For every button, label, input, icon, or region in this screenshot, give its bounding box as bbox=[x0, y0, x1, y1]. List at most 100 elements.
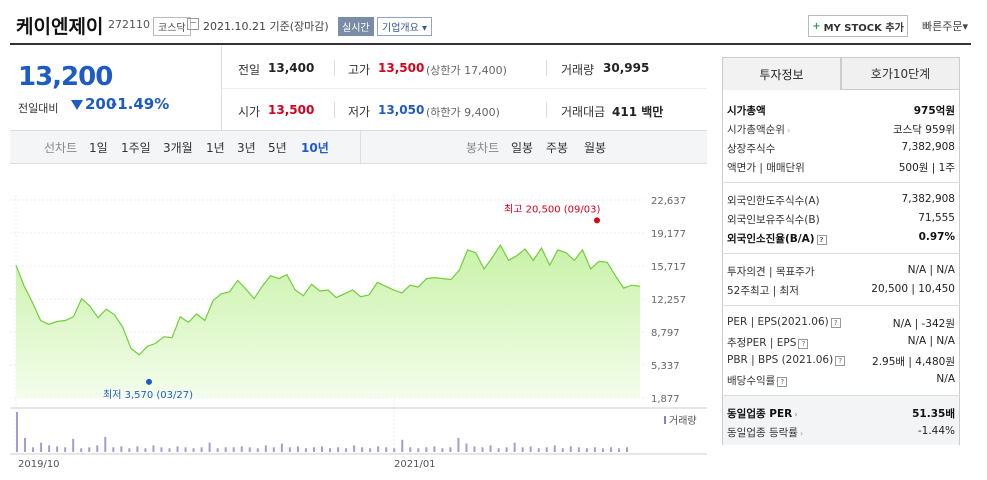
volume-bar bbox=[601, 448, 604, 452]
volume-bar bbox=[24, 437, 27, 452]
volume-bar bbox=[585, 448, 588, 452]
volume-bar bbox=[56, 446, 59, 452]
volume-bar bbox=[264, 445, 267, 452]
x-tick-label: 2019/10 bbox=[18, 459, 60, 470]
volume-bar bbox=[184, 447, 187, 452]
dividend-row: 배당수익률? N/A bbox=[727, 373, 955, 387]
divider bbox=[722, 395, 960, 396]
tab-monthly-candle[interactable]: 월봉 bbox=[584, 141, 607, 155]
price-change-percent: -1.49% bbox=[111, 95, 170, 113]
volume-bar bbox=[176, 446, 179, 452]
volume-bar bbox=[136, 446, 139, 452]
tab-invest-info[interactable]: 투자정보 bbox=[722, 57, 841, 90]
volume-bar bbox=[353, 445, 356, 452]
foreign-ratio-row: 외국인소진율(B/A)? 0.97% bbox=[727, 231, 955, 245]
volume-bar bbox=[16, 412, 18, 452]
date-basis: 2021.10.21 기준(장마감) bbox=[203, 20, 329, 33]
volume-bar bbox=[152, 445, 155, 452]
volume-bar bbox=[321, 446, 323, 452]
volume-bar bbox=[425, 447, 428, 452]
down-triangle-icon bbox=[71, 100, 83, 110]
price-line bbox=[15, 244, 641, 356]
my-stock-add-button[interactable]: + MY STOCK 추가 bbox=[808, 15, 908, 37]
market-cap-rank-row[interactable]: 시가총액순위 › 코스닥 959위 bbox=[727, 124, 955, 136]
help-icon[interactable]: ? bbox=[835, 356, 846, 366]
volume-bar bbox=[505, 447, 508, 452]
diff-label: 전일대비 bbox=[18, 102, 59, 115]
high-marker bbox=[594, 217, 600, 224]
volume-bar bbox=[128, 448, 131, 452]
row-divider bbox=[222, 88, 707, 89]
volume-bar bbox=[80, 448, 83, 452]
volume-legend: 거래량 bbox=[669, 415, 697, 427]
52week-row: 52주최고 | 최저 20,500 | 10,450 bbox=[727, 283, 955, 297]
volume-bar bbox=[48, 445, 51, 452]
shares-row: 상장주식수 7,382,908 bbox=[727, 141, 955, 155]
tab-weekly-candle[interactable]: 주봉 bbox=[546, 141, 569, 155]
quick-order-dropdown[interactable]: 빠른주문▾ bbox=[922, 20, 969, 33]
volume-bar bbox=[457, 437, 460, 452]
lower-limit: (하한가 9,400) bbox=[426, 106, 500, 119]
stock-code: 272110 bbox=[108, 18, 150, 31]
volume-bar bbox=[545, 447, 548, 452]
low-label: 저가 bbox=[348, 105, 371, 119]
tab-3month[interactable]: 3개월 bbox=[163, 141, 193, 155]
sector-per-row[interactable]: 동일업종 PER › 51.35배 bbox=[727, 408, 955, 420]
tab-1week[interactable]: 1주일 bbox=[121, 141, 151, 155]
volume-bar bbox=[521, 447, 524, 452]
tab-3year[interactable]: 3년 bbox=[237, 141, 256, 155]
volume-bar bbox=[216, 448, 219, 452]
tab-order-book[interactable]: 호가10단계 bbox=[841, 57, 960, 90]
volume-label: 거래량 bbox=[561, 63, 595, 77]
header-divider bbox=[10, 43, 971, 45]
market-badge: 코스닥 bbox=[153, 17, 191, 36]
help-icon[interactable]: ? bbox=[830, 318, 841, 328]
line-chart-label: 선차트 bbox=[44, 141, 78, 155]
volume-bar bbox=[513, 442, 516, 452]
volume-bar bbox=[593, 447, 596, 452]
help-icon[interactable]: ? bbox=[816, 235, 827, 245]
realtime-button[interactable]: 실시간 bbox=[338, 17, 374, 36]
volume-bar bbox=[481, 447, 484, 452]
volume-bar bbox=[64, 447, 67, 452]
sector-change-row[interactable]: 동일업종 등락률 › -1.44% bbox=[727, 425, 955, 439]
low-marker bbox=[146, 378, 152, 385]
volume-bar bbox=[537, 448, 540, 452]
help-icon[interactable]: ? bbox=[798, 339, 809, 349]
tab-10year[interactable]: 10년 bbox=[301, 141, 329, 155]
tab-1day[interactable]: 1일 bbox=[89, 141, 108, 155]
volume-bar bbox=[72, 438, 75, 452]
volume-bar bbox=[192, 448, 195, 452]
calendar-icon bbox=[187, 18, 199, 30]
divider bbox=[546, 60, 547, 76]
high-label: 고가 bbox=[348, 63, 371, 77]
chevron-right-icon: › bbox=[794, 410, 798, 419]
low-annotation: 최저 3,570 (03/27) bbox=[103, 389, 193, 401]
volume-bar bbox=[232, 447, 235, 452]
tab-1year[interactable]: 1년 bbox=[206, 141, 225, 155]
volume-bar bbox=[288, 447, 291, 452]
volume-bar bbox=[112, 447, 115, 452]
volume-bar bbox=[200, 447, 203, 452]
candle-chart-label: 봉차트 bbox=[466, 141, 500, 155]
open-label: 시가 bbox=[238, 105, 261, 119]
volume-bar bbox=[32, 447, 35, 452]
upper-limit: (상한가 17,400) bbox=[426, 64, 507, 77]
opinion-row: 투자의견 | 목표주가 N/A | N/A bbox=[727, 264, 955, 278]
help-icon[interactable]: ? bbox=[777, 377, 788, 387]
tab-5year[interactable]: 5년 bbox=[268, 141, 287, 155]
volume-bar bbox=[489, 445, 492, 452]
open-value: 13,500 bbox=[268, 103, 315, 117]
price-change: 200 bbox=[71, 95, 116, 113]
foreign-holding-row: 외국인보유주식수(B) 71,555 bbox=[727, 212, 955, 226]
tab-daily-candle[interactable]: 일봉 bbox=[511, 141, 534, 155]
amount-label: 거래대금 bbox=[561, 105, 606, 119]
volume-bar bbox=[417, 448, 420, 452]
company-info-dropdown[interactable]: 기업개요 ▾ bbox=[377, 17, 433, 36]
volume-bar bbox=[433, 446, 436, 452]
volume-bar bbox=[529, 446, 532, 452]
foreign-limit-row: 외국인한도주식수(A) 7,382,908 bbox=[727, 193, 955, 207]
high-value: 13,500 bbox=[378, 61, 425, 75]
volume-bar bbox=[361, 447, 364, 452]
y-tick-label: 22,637 bbox=[651, 196, 686, 207]
